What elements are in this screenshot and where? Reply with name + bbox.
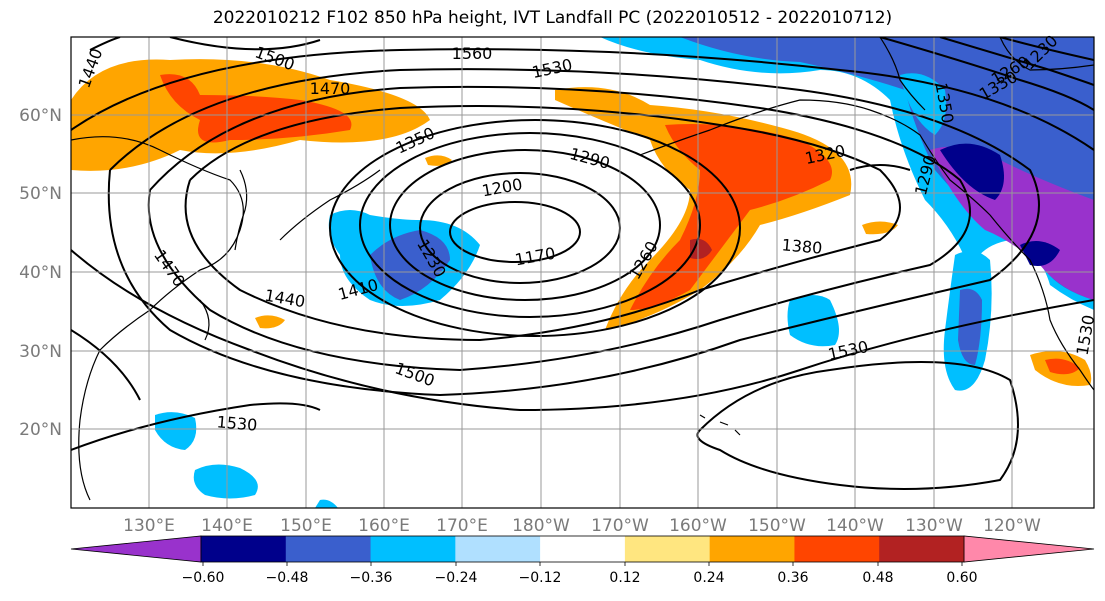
colorbar-tick-label: −0.36	[350, 570, 393, 586]
contour-label: 1440	[263, 286, 306, 312]
colorbar-swatch	[201, 536, 287, 562]
lat-label: 60°N	[19, 106, 62, 126]
contour-label: 1530	[530, 55, 574, 82]
colorbar-swatch	[624, 536, 711, 562]
colorbar-tick-label: −0.12	[519, 570, 562, 586]
lon-label: 170°E	[436, 516, 488, 536]
lon-label: 130°W	[905, 516, 963, 536]
lon-label: 160°E	[358, 516, 410, 536]
latitude-labels: 60°N 50°N 40°N 30°N 20°N	[19, 106, 62, 440]
colorbar-tick-label: 0.24	[693, 570, 724, 586]
lon-label: 170°W	[591, 516, 649, 536]
colorbar-swatch	[455, 536, 541, 562]
colorbar-tick-label: −0.48	[266, 570, 309, 586]
colorbar-swatch	[370, 536, 456, 562]
contour-label: 1470	[310, 79, 351, 98]
longitude-labels: 130°E 140°E 150°E 160°E 170°E 180°W 170°W 160°W…	[123, 516, 1041, 536]
contour-label: 1380	[781, 235, 823, 257]
colorbar-tick-label: −0.60	[182, 570, 225, 586]
colorbar-swatch	[540, 536, 626, 562]
colorbar-outline	[200, 535, 965, 563]
colorbar-swatch	[879, 536, 965, 562]
contour-label: 1560	[452, 44, 493, 63]
colorbar	[70, 535, 1095, 563]
colorbar-tick-label: −0.24	[435, 570, 478, 586]
lon-label: 140°E	[201, 516, 253, 536]
lat-label: 30°N	[19, 342, 62, 362]
lon-label: 160°W	[669, 516, 727, 536]
colorbar-extend-left	[70, 535, 202, 563]
map-gridlines	[71, 37, 1094, 508]
colorbar-swatch	[794, 536, 880, 562]
colorbar-ticks: −0.60 −0.48 −0.36 −0.24 −0.12 0.12 0.24 0.36 0.4…	[182, 562, 978, 586]
colorbar-tick-label: 0.60	[946, 570, 977, 586]
lat-label: 20°N	[19, 420, 62, 440]
map-title: 2022010212 F102 850 hPa height, IVT Land…	[212, 8, 893, 28]
lon-label: 150°W	[748, 516, 806, 536]
colorbar-tick-label: 0.48	[862, 570, 893, 586]
map-frame	[70, 36, 1095, 509]
lon-label: 120°W	[983, 516, 1041, 536]
lon-label: 180°W	[512, 516, 570, 536]
contour-label: 1530	[216, 412, 258, 434]
colorbar-swatch	[285, 536, 372, 562]
lon-label: 150°E	[280, 516, 332, 536]
lat-label: 40°N	[19, 263, 62, 283]
colorbar-tick-label: 0.36	[777, 570, 808, 586]
lon-label: 140°W	[826, 516, 884, 536]
lon-label: 130°E	[123, 516, 175, 536]
contour-label: 1200	[480, 175, 523, 201]
colorbar-extend-right	[963, 535, 1095, 563]
contour-label: 1500	[392, 359, 437, 391]
contour-label: 1170	[513, 244, 556, 270]
lat-label: 50°N	[19, 184, 62, 204]
height-contours	[71, 37, 1094, 490]
colorbar-tick-label: 0.12	[609, 570, 640, 586]
colorbar-swatch	[709, 536, 795, 562]
coastlines	[71, 37, 1094, 501]
contour-label: 1290	[568, 144, 612, 173]
